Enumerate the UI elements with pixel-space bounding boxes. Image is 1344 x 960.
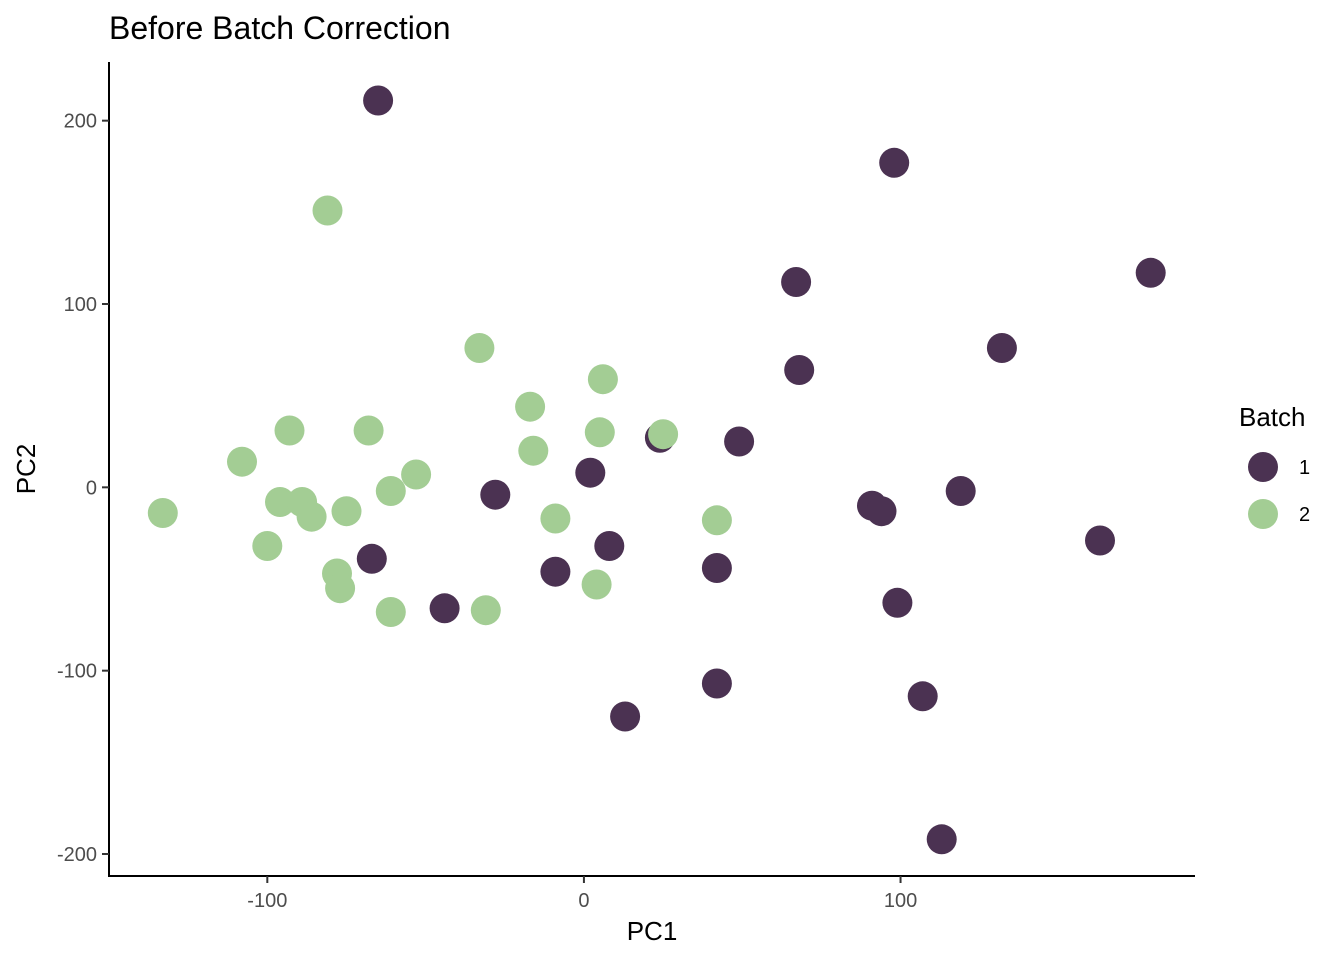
data-point-batch-1-9: [480, 479, 511, 510]
y-tick-label-4: 200: [64, 111, 97, 133]
data-point-batch-2-0: [312, 195, 343, 226]
data-point-batch-2-22: [581, 569, 612, 600]
y-tick-label-2: 0: [86, 477, 97, 499]
data-point-batch-1-10: [945, 476, 976, 506]
data-point-batch-2-2: [587, 364, 618, 395]
data-point-batch-1-5: [784, 355, 815, 385]
data-point-batch-2-5: [274, 415, 305, 446]
data-point-batch-2-7: [648, 419, 679, 450]
data-point-batch-2-21: [325, 573, 356, 604]
data-point-batch-1-19: [429, 593, 460, 624]
legend-label-batch-2: 2: [1299, 504, 1310, 526]
y-tick-label-3: 100: [64, 294, 97, 316]
legend-key-batch-1: [1248, 452, 1278, 482]
legend: Batch 1 2: [1239, 402, 1310, 529]
data-point-batch-1-23: [926, 824, 957, 855]
data-point-batch-1-21: [907, 681, 938, 712]
x-tick-label-0: -100: [247, 890, 287, 912]
chart-title: Before Batch Correction: [109, 10, 451, 46]
data-point-batch-1-17: [701, 553, 732, 583]
y-tick-label-0: -200: [57, 844, 97, 866]
y-axis-label: PC2: [11, 444, 41, 495]
data-point-batch-1-2: [781, 267, 812, 297]
legend-label-batch-1: 1: [1299, 457, 1310, 479]
x-axis-ticks: -100 0 100: [247, 876, 917, 912]
data-point-batch-1-0: [363, 85, 394, 116]
data-point-batch-1-8: [575, 457, 606, 488]
data-point-batch-1-3: [1135, 257, 1166, 288]
data-point-batch-2-19: [252, 531, 283, 561]
data-point-batch-2-9: [227, 446, 257, 477]
data-point-batch-1-12: [866, 496, 897, 527]
data-point-batch-2-14: [296, 501, 327, 532]
x-tick-label-2: 100: [884, 890, 917, 912]
data-point-batch-2-24: [470, 595, 501, 626]
data-point-batch-2-23: [375, 597, 406, 627]
data-point-batch-1-18: [882, 587, 913, 618]
x-axis-label: PC1: [627, 916, 678, 946]
data-point-batch-1-22: [610, 701, 641, 732]
data-point-batch-2-12: [265, 487, 295, 517]
data-point-batch-2-1: [464, 333, 495, 363]
plot-area: [147, 85, 1166, 855]
data-point-batch-1-20: [701, 668, 732, 699]
data-point-batch-1-13: [1085, 525, 1115, 556]
data-point-batch-2-18: [701, 505, 732, 536]
x-tick-label-1: 0: [578, 890, 589, 912]
data-point-batch-1-1: [879, 147, 910, 178]
data-point-batch-1-15: [594, 531, 625, 561]
data-point-batch-2-17: [540, 503, 571, 534]
data-point-batch-1-7: [724, 426, 755, 457]
data-point-batch-2-10: [401, 459, 432, 490]
data-point-batch-1-4: [986, 333, 1017, 363]
data-point-batch-2-4: [353, 415, 384, 446]
data-point-batch-2-8: [518, 435, 549, 466]
data-point-batch-2-6: [584, 417, 615, 448]
legend-title: Batch: [1239, 402, 1306, 432]
y-tick-label-1: -100: [57, 661, 97, 683]
y-axis-ticks: -200 -100 0 100 200: [57, 111, 109, 866]
legend-key-batch-2: [1248, 499, 1278, 529]
data-point-batch-2-16: [147, 498, 178, 528]
data-point-batch-1-14: [356, 543, 387, 574]
data-point-batch-1-16: [540, 556, 571, 587]
data-point-batch-2-3: [515, 391, 546, 422]
data-point-batch-2-15: [331, 496, 362, 527]
data-point-batch-2-11: [375, 476, 406, 506]
